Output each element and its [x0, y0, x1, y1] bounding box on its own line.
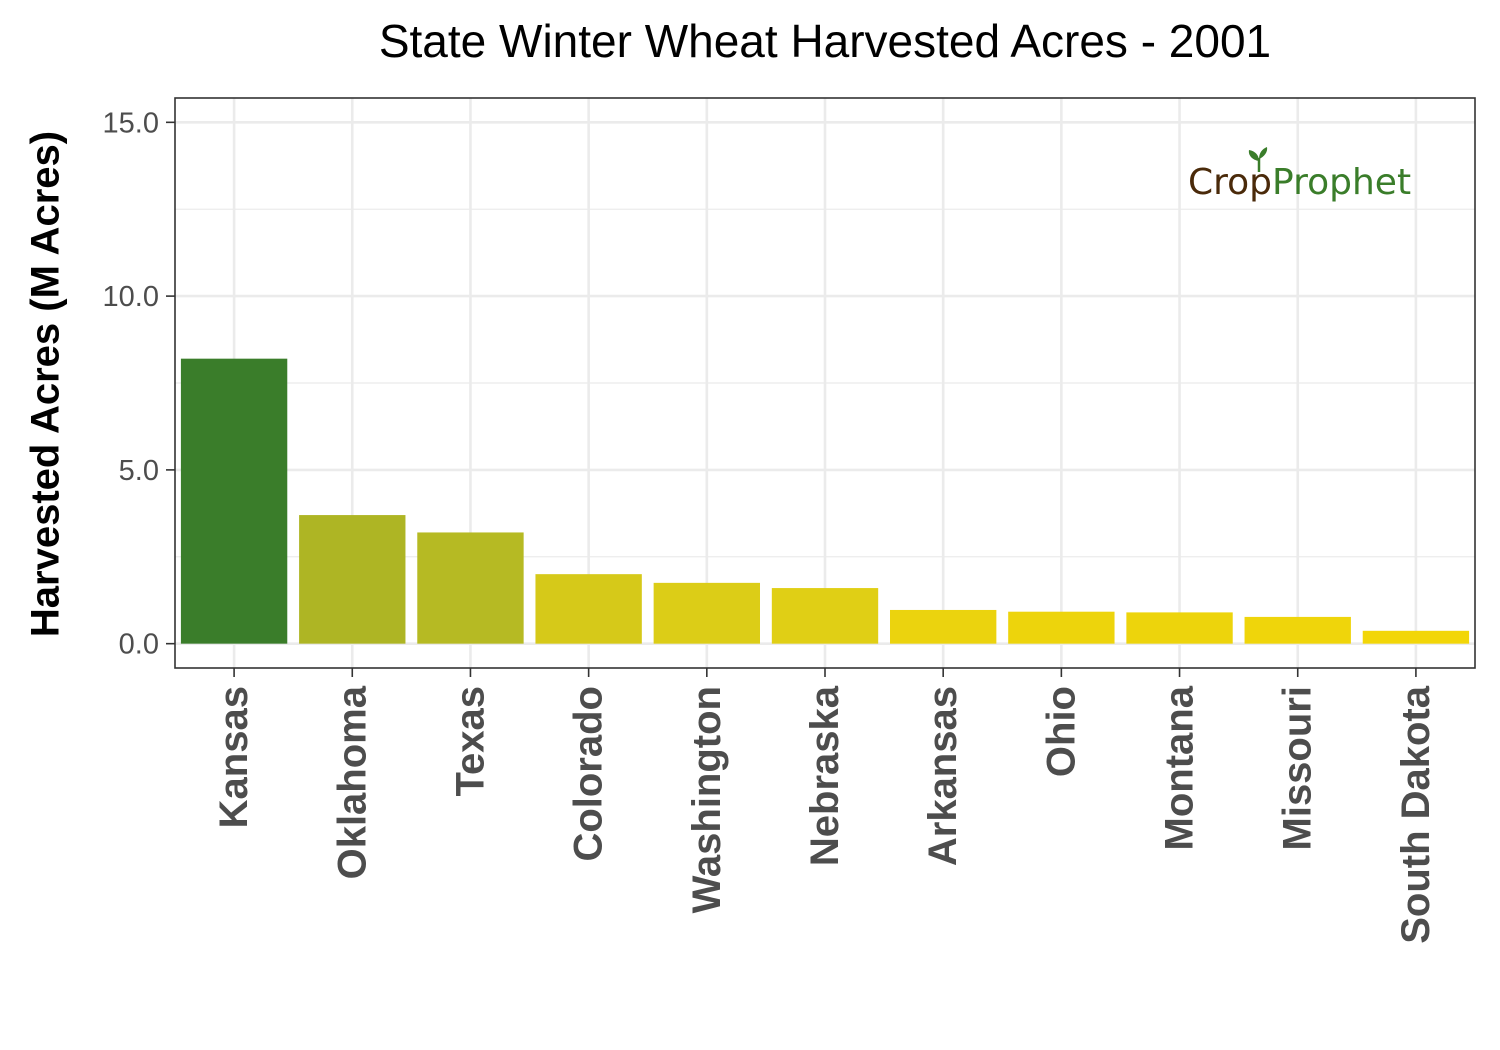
logo-text-prophet: Prophet	[1272, 162, 1411, 203]
x-tick-label: Oklahoma	[330, 685, 374, 879]
y-axis: 0.0 5.0 10.0 15.0	[103, 107, 175, 661]
bar-kansas	[180, 358, 288, 644]
x-tick-label: Nebraska	[803, 685, 847, 866]
bar-missouri	[1244, 616, 1351, 644]
bars	[180, 358, 1470, 644]
bar-montana	[1126, 612, 1233, 644]
x-tick-label: Colorado	[567, 686, 611, 862]
bar-oklahoma	[299, 515, 406, 644]
x-tick-label: Kansas	[212, 686, 256, 828]
bar-washington	[653, 582, 760, 644]
y-tick-label: 0.0	[119, 629, 159, 661]
bar-texas	[417, 532, 524, 644]
x-tick-label: Texas	[448, 686, 492, 796]
svg-text:CropProphet: CropProphet	[1188, 162, 1411, 203]
y-tick-label: 5.0	[119, 455, 159, 487]
x-axis: Kansas Oklahoma Texas Colorado Washington Neb…	[212, 668, 1438, 944]
bar-nebraska	[771, 588, 879, 644]
x-tick-label: Washington	[685, 686, 729, 913]
crop-prophet-logo: CropProphet	[1188, 147, 1411, 203]
x-tick-label: Ohio	[1039, 686, 1083, 777]
bar-colorado	[535, 574, 642, 644]
chart-title: State Winter Wheat Harvested Acres - 200…	[378, 15, 1272, 67]
y-tick-label: 10.0	[103, 281, 159, 313]
bar-arkansas	[890, 609, 997, 644]
x-tick-label: South Dakota	[1394, 685, 1438, 944]
x-tick-label: Montana	[1158, 685, 1202, 850]
x-tick-label: Missouri	[1276, 686, 1320, 850]
y-tick-label: 15.0	[103, 107, 159, 139]
sprout-icon	[1248, 147, 1268, 172]
bar-south-dakota	[1362, 630, 1470, 644]
x-tick-label: Arkansas	[921, 686, 965, 866]
bar-ohio	[1008, 611, 1115, 644]
